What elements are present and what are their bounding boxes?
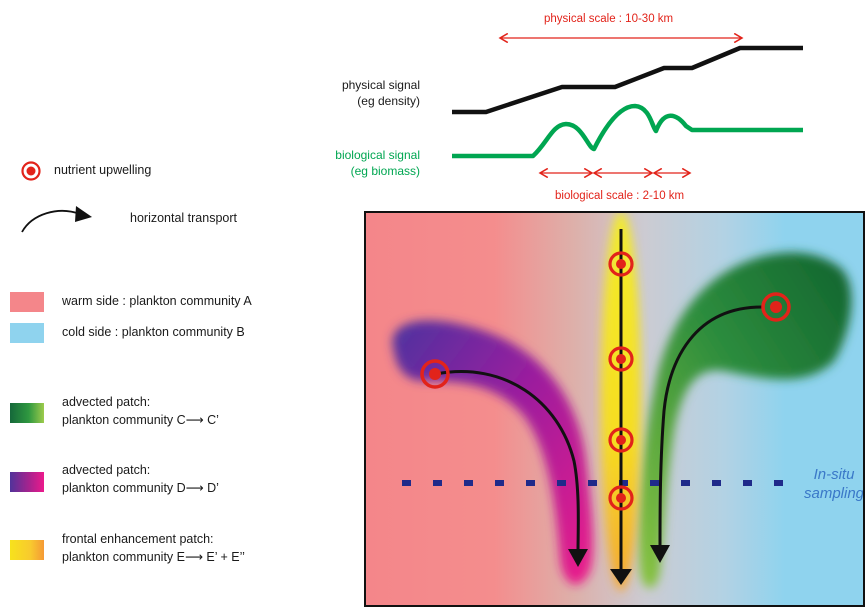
legend-upwelling-label: nutrient upwelling (54, 163, 152, 177)
physical-signal-label-2: (eg density) (357, 94, 420, 108)
upwelling-marker (761, 292, 791, 322)
biological-signal-label-1: biological signal (335, 148, 420, 162)
upwelling-marker (608, 485, 634, 511)
green-transport-line (658, 305, 763, 548)
legend-purple-community: plankton community D (62, 481, 186, 495)
biological-signal-line (452, 103, 803, 159)
legend-green-line2: plankton community C⟶ C’ (62, 411, 219, 429)
purple-patch-swatch (10, 472, 44, 492)
physical-signal-line (452, 45, 803, 115)
legend-purple-patch: advected patch: plankton community D⟶ D’ (62, 461, 219, 497)
arrow-glyph: ⟶ (184, 550, 203, 564)
horizontal-transport-icon (21, 206, 92, 233)
physical-signal-label: physical signal (eg density) (342, 77, 420, 109)
legend-green-patch: advected patch: plankton community C⟶ C’ (62, 393, 219, 429)
legend-yellow-result: E’ + E’’ (202, 550, 245, 564)
upwelling-marker (608, 346, 634, 372)
legend-purple-result: D’ (203, 481, 219, 495)
legend-yellow-line1: frontal enhancement patch: (62, 532, 214, 546)
upwelling-marker (608, 427, 634, 453)
in-situ-sampling-label-2: sampling (804, 485, 865, 502)
biological-signal-label: biological signal (eg biomass) (335, 147, 420, 179)
legend-warm-label: warm side : plankton community A (62, 294, 252, 308)
yellow-patch-swatch (10, 540, 44, 560)
legend-purple-line1: advected patch: (62, 463, 151, 477)
warm-side-swatch (10, 292, 44, 312)
cold-side-swatch (10, 323, 44, 343)
green-transport-arrowhead (650, 545, 670, 563)
front-map: In-situ sampling (364, 211, 865, 607)
legend-cold-label: cold side : plankton community B (62, 325, 245, 339)
green-patch-swatch (10, 403, 44, 423)
nutrient-upwelling-icon (21, 161, 41, 181)
legend-transport-label: horizontal transport (130, 211, 238, 225)
upwelling-marker (420, 359, 450, 389)
physical-scale-label: physical scale : 10-30 km (544, 13, 674, 25)
legend-green-line1: advected patch: (62, 395, 151, 409)
legend-purple-line2: plankton community D⟶ D’ (62, 479, 219, 497)
biological-scale-label: biological scale : 2-10 km (555, 190, 685, 202)
arrow-glyph: ⟶ (185, 413, 204, 427)
signal-profiles (452, 0, 803, 210)
legend-yellow-line2: plankton community E⟶ E’ + E’’ (62, 548, 245, 566)
purple-transport-arrowhead (568, 549, 588, 567)
legend-yellow-community: plankton community E (62, 550, 185, 564)
physical-signal-label-1: physical signal (341, 78, 420, 92)
map-frame (364, 211, 865, 607)
legend-green-result: C’ (203, 413, 219, 427)
purple-advected-patch (392, 320, 593, 585)
legend-green-community: plankton community C (62, 413, 186, 427)
legend-yellow-patch: frontal enhancement patch: plankton comm… (62, 530, 245, 566)
upwelling-marker (608, 251, 634, 277)
in-situ-sampling-label-1: In-situ (814, 466, 856, 483)
biological-signal-label-2: (eg biomass) (350, 164, 420, 178)
purple-transport-line (435, 370, 580, 552)
frontal-transport-arrowhead (610, 569, 632, 585)
arrow-glyph: ⟶ (185, 481, 204, 495)
